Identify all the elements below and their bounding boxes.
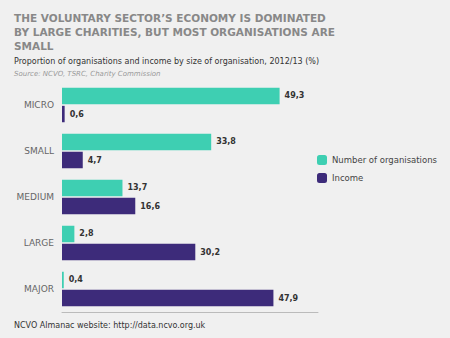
svg-text:Income: Income xyxy=(332,173,363,183)
svg-text:MAJOR: MAJOR xyxy=(24,284,54,294)
svg-text:30,2: 30,2 xyxy=(200,248,220,257)
svg-text:NCVO Almanac website: http://d: NCVO Almanac website: http://data.ncvo.o… xyxy=(14,321,206,330)
svg-text:THE VOLUNTARY SECTOR’S ECONOMY: THE VOLUNTARY SECTOR’S ECONOMY IS DOMINA… xyxy=(14,12,326,24)
svg-text:Number of organisations: Number of organisations xyxy=(332,155,438,165)
svg-text:Source: NCVO, TSRC, Charity Co: Source: NCVO, TSRC, Charity Commission xyxy=(14,70,161,78)
svg-text:0,6: 0,6 xyxy=(70,110,85,119)
svg-text:BY LARGE CHARITIES, BUT MOST O: BY LARGE CHARITIES, BUT MOST ORGANISATIO… xyxy=(14,26,335,38)
svg-text:MICRO: MICRO xyxy=(24,100,54,110)
svg-text:0,4: 0,4 xyxy=(69,275,84,284)
svg-text:47,9: 47,9 xyxy=(278,294,298,303)
svg-text:SMALL: SMALL xyxy=(24,146,54,156)
svg-text:SMALL: SMALL xyxy=(14,40,54,52)
svg-text:LARGE: LARGE xyxy=(24,238,55,248)
svg-text:13,7: 13,7 xyxy=(127,183,147,192)
svg-text:16,6: 16,6 xyxy=(140,202,160,211)
svg-text:4,7: 4,7 xyxy=(88,156,102,165)
svg-text:2,8: 2,8 xyxy=(79,229,94,238)
svg-text:Proportion of organisations an: Proportion of organisations and income b… xyxy=(14,57,319,66)
svg-text:33,8: 33,8 xyxy=(216,137,236,146)
svg-text:49,3: 49,3 xyxy=(285,91,305,100)
svg-text:MEDIUM: MEDIUM xyxy=(17,192,54,202)
